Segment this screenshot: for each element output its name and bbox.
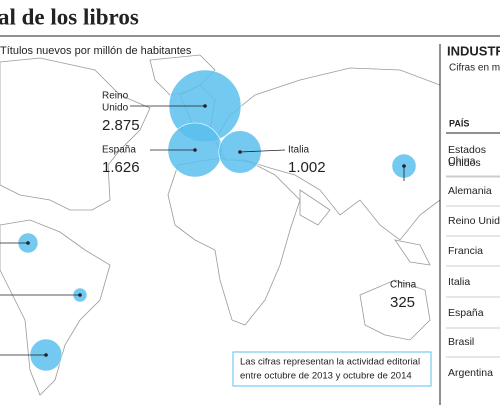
country-name: Reino Unido bbox=[448, 215, 500, 227]
country-name: Francia bbox=[448, 245, 483, 257]
bubble-name: Italia bbox=[288, 145, 310, 156]
country-name: Argentina bbox=[448, 367, 493, 379]
bubble-center bbox=[78, 293, 82, 297]
country-name: Italia bbox=[448, 276, 470, 288]
bubble-value: 325 bbox=[390, 294, 415, 311]
note-line: Las cifras representan la actividad edit… bbox=[240, 357, 420, 368]
bubble-center bbox=[238, 150, 242, 154]
world-map bbox=[0, 54, 441, 396]
panel-subtitle: Cifras en m bbox=[449, 63, 500, 74]
bubble-center bbox=[44, 353, 48, 357]
country-name: Alemania bbox=[448, 185, 492, 197]
country-name: Brasil bbox=[448, 336, 474, 348]
note-box bbox=[232, 351, 432, 387]
title: al de los libros bbox=[0, 4, 139, 29]
bubble-name: China bbox=[390, 280, 417, 291]
leader-line bbox=[239, 149, 286, 153]
bubble-center bbox=[26, 241, 30, 245]
country-name: China bbox=[448, 155, 476, 167]
column-header: PAÍS bbox=[449, 118, 469, 128]
bubble-name: España bbox=[102, 145, 136, 156]
bubble-center bbox=[203, 104, 207, 108]
bubble-name: Unido bbox=[102, 103, 129, 114]
bubble-value: 1.002 bbox=[288, 159, 326, 176]
country-name: Unidos bbox=[448, 157, 481, 169]
bubble-value: 2.875 bbox=[102, 117, 140, 134]
country-name: España bbox=[448, 307, 484, 319]
note-line: entre octubre de 2013 y octubre de 2014 bbox=[240, 371, 412, 382]
panel-title: INDUSTR bbox=[447, 43, 500, 58]
bubble-value: 1.626 bbox=[102, 159, 140, 176]
bubble-name: Reino bbox=[102, 91, 129, 102]
country-name: Estados bbox=[448, 144, 486, 156]
subtitle: Títulos nuevos por millón de habitantes bbox=[0, 45, 192, 57]
bubble-center bbox=[402, 164, 406, 168]
bubble-center bbox=[193, 148, 197, 152]
